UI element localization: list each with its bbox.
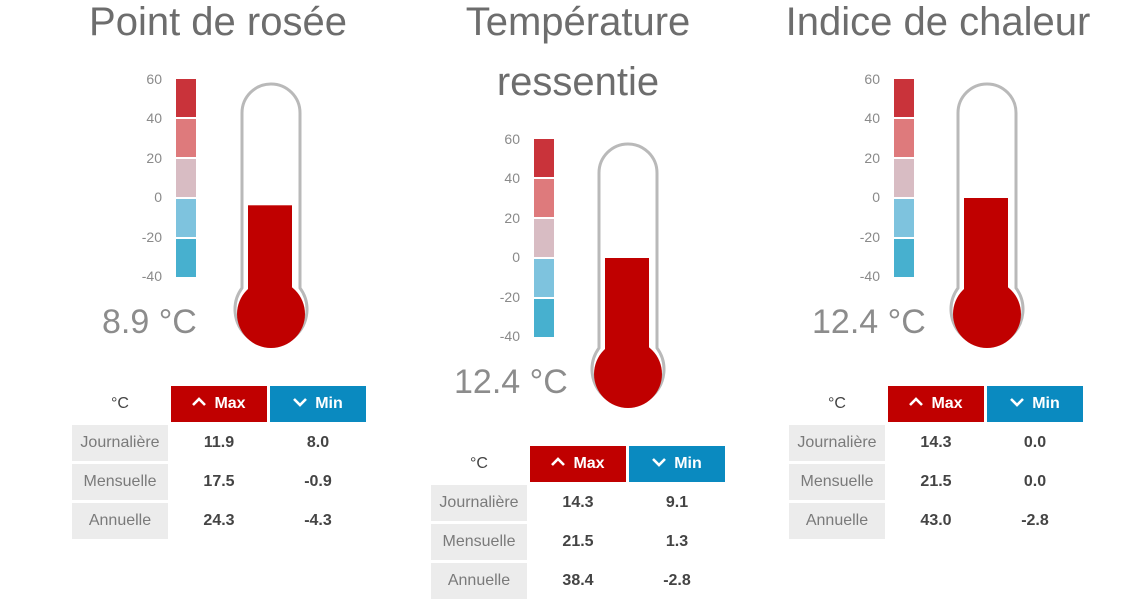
color-scale: 60 40 20 0 -20 -40 bbox=[136, 72, 198, 283]
monthly-min: 0.0 bbox=[1023, 473, 1047, 490]
thermometer-icon bbox=[590, 142, 666, 408]
thermometer-icon bbox=[233, 82, 309, 348]
thermometer-icon bbox=[949, 82, 1025, 348]
scale-tick: 0 bbox=[512, 249, 520, 265]
row-label-yearly: Annuelle bbox=[431, 563, 527, 599]
daily-min: 8.0 bbox=[306, 434, 330, 451]
mercury-column bbox=[605, 258, 649, 378]
yearly-max: 24.3 bbox=[203, 512, 235, 529]
daily-max: 14.3 bbox=[920, 434, 952, 451]
color-scale: 60 40 20 0 -20 -40 bbox=[854, 72, 916, 283]
row-label-daily: Journalière bbox=[72, 425, 168, 461]
scale-segment-hot bbox=[894, 79, 914, 117]
scale-segment-hot bbox=[534, 139, 554, 177]
monthly-max: 17.5 bbox=[203, 473, 235, 490]
scale-tick: 20 bbox=[504, 210, 520, 226]
min-button[interactable]: Min bbox=[629, 446, 725, 482]
row-label-yearly: Annuelle bbox=[72, 503, 168, 539]
monthly-min: -0.9 bbox=[304, 473, 332, 490]
max-button[interactable]: Max bbox=[888, 386, 984, 422]
scale-segment-cold bbox=[176, 239, 196, 277]
scale-tick: -20 bbox=[499, 289, 520, 305]
yearly-min: -4.3 bbox=[304, 512, 332, 529]
current-value: 8.9 °C bbox=[102, 303, 197, 341]
daily-min: 9.1 bbox=[665, 494, 689, 511]
scale-segment-cold bbox=[894, 239, 914, 277]
scale-segment-cool bbox=[176, 199, 196, 237]
color-scale: 60 40 20 0 -20 -40 bbox=[494, 132, 556, 343]
scale-tick: -40 bbox=[499, 328, 520, 344]
scale-tick: -20 bbox=[859, 229, 880, 245]
row-label-monthly: Mensuelle bbox=[789, 464, 885, 500]
max-button[interactable]: Max bbox=[171, 386, 267, 422]
scale-tick: 20 bbox=[864, 150, 880, 166]
scale-segment-mild bbox=[534, 219, 554, 257]
yearly-min: -2.8 bbox=[663, 572, 691, 589]
panel-title: Température bbox=[465, 0, 691, 44]
scale-segment-warm bbox=[176, 119, 196, 157]
scale-tick: 0 bbox=[154, 189, 162, 205]
scale-tick: 20 bbox=[146, 150, 162, 166]
scale-segment-cool bbox=[894, 199, 914, 237]
daily-max: 11.9 bbox=[203, 434, 235, 451]
scale-tick: 60 bbox=[504, 131, 520, 147]
scale-tick: 40 bbox=[146, 110, 162, 126]
scale-segment-cold bbox=[534, 299, 554, 337]
yearly-max: 43.0 bbox=[920, 512, 952, 529]
min-button[interactable]: Min bbox=[987, 386, 1083, 422]
yearly-max: 38.4 bbox=[562, 572, 594, 589]
panel-title: Point de rosée bbox=[89, 0, 347, 44]
scale-tick: 40 bbox=[504, 170, 520, 186]
yearly-min: -2.8 bbox=[1021, 512, 1049, 529]
monthly-max: 21.5 bbox=[920, 473, 952, 490]
scale-segment-warm bbox=[534, 179, 554, 217]
chevron-up-icon bbox=[192, 397, 207, 407]
chevron-down-icon bbox=[652, 458, 667, 468]
daily-min: 0.0 bbox=[1023, 434, 1047, 451]
chevron-down-icon bbox=[1010, 398, 1025, 408]
chevron-up-icon bbox=[909, 397, 924, 407]
scale-segment-mild bbox=[176, 159, 196, 197]
scale-tick: 60 bbox=[146, 71, 162, 87]
chevron-up-icon bbox=[551, 457, 566, 467]
scale-tick: 0 bbox=[872, 189, 880, 205]
current-value: 12.4 °C bbox=[454, 363, 568, 401]
row-label-monthly: Mensuelle bbox=[72, 464, 168, 500]
panel-title: Indice de chaleur bbox=[785, 0, 1091, 44]
unit-label: °C bbox=[828, 395, 846, 412]
chevron-down-icon bbox=[293, 398, 308, 408]
scale-tick: 40 bbox=[864, 110, 880, 126]
monthly-max: 21.5 bbox=[562, 533, 594, 550]
daily-max: 14.3 bbox=[562, 494, 594, 511]
mercury-column bbox=[964, 198, 1008, 318]
scale-segment-cool bbox=[534, 259, 554, 297]
scale-tick: -40 bbox=[859, 268, 880, 284]
row-label-daily: Journalière bbox=[431, 485, 527, 521]
min-button[interactable]: Min bbox=[270, 386, 366, 422]
scale-tick: 60 bbox=[864, 71, 880, 87]
scale-segment-warm bbox=[894, 119, 914, 157]
row-label-yearly: Annuelle bbox=[789, 503, 885, 539]
mercury-column bbox=[248, 205, 292, 318]
monthly-min: 1.3 bbox=[665, 533, 689, 550]
row-label-daily: Journalière bbox=[789, 425, 885, 461]
scale-tick: -20 bbox=[141, 229, 162, 245]
unit-label: °C bbox=[111, 395, 129, 412]
panel-title-line2: ressentie bbox=[496, 60, 660, 104]
scale-tick: -40 bbox=[141, 268, 162, 284]
row-label-monthly: Mensuelle bbox=[431, 524, 527, 560]
unit-label: °C bbox=[470, 455, 488, 472]
scale-segment-mild bbox=[894, 159, 914, 197]
scale-segment-hot bbox=[176, 79, 196, 117]
current-value: 12.4 °C bbox=[812, 303, 926, 341]
max-button[interactable]: Max bbox=[530, 446, 626, 482]
